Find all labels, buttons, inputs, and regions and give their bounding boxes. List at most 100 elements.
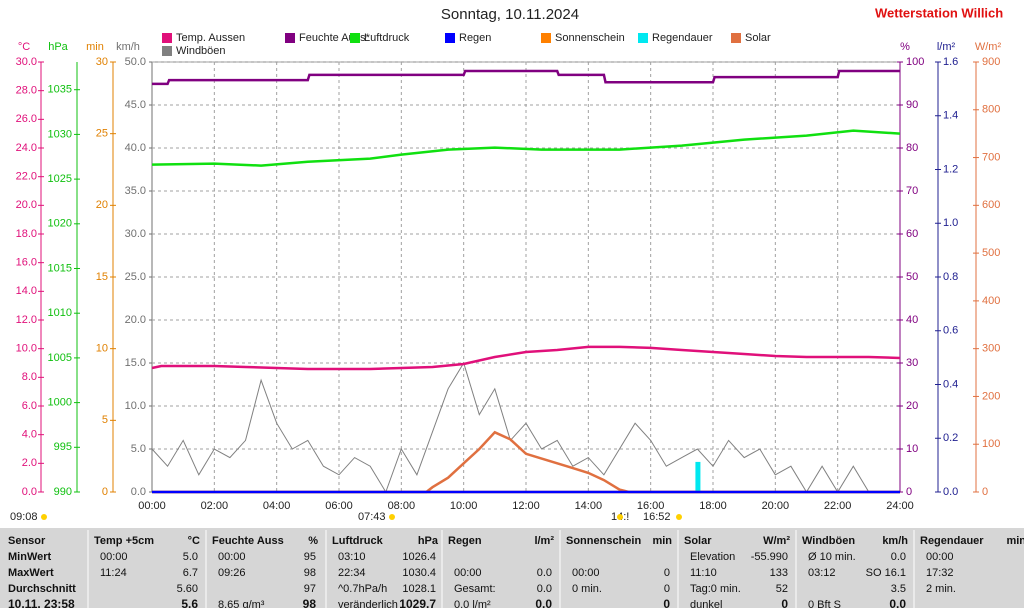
- y-tick-label: 30: [96, 56, 108, 68]
- column-title: Temp +5cm: [94, 535, 154, 547]
- cell-right: 0: [664, 567, 670, 579]
- y-tick-label: 20: [906, 400, 918, 412]
- y-tick-label: 20.0: [16, 199, 37, 211]
- x-tick-label: 08:00: [388, 500, 416, 512]
- column-title: Regendauer: [920, 535, 984, 547]
- x-tick-label: 10:00: [450, 500, 478, 512]
- x-tick-label: 00:00: [138, 500, 166, 512]
- column-unit: min: [652, 535, 672, 547]
- y-tick-label: 60: [906, 228, 918, 240]
- y-tick-label: 300: [982, 343, 1000, 355]
- x-tick-label: 18:00: [699, 500, 727, 512]
- x-tick-label: 04:00: [263, 500, 291, 512]
- y-tick-label: 1.2: [943, 163, 958, 175]
- y-tick-label: 0.0: [22, 486, 37, 498]
- y-tick-label: 100: [982, 438, 1000, 450]
- y-tick-label: 500: [982, 247, 1000, 259]
- legend-label: Windböen: [176, 45, 226, 57]
- series-line: [151, 345, 901, 371]
- y-tick-label: 1.4: [943, 110, 958, 122]
- column-title: Regen: [448, 535, 482, 547]
- y-tick-label: 0.8: [943, 271, 958, 283]
- table-background: [0, 528, 1024, 608]
- station-name: Wetterstation Willich: [875, 5, 1003, 20]
- y-tick-label: 1005: [48, 352, 72, 364]
- axis-unit: km/h: [116, 41, 140, 53]
- y-tick-label: 20: [96, 199, 108, 211]
- y-tick-label: 200: [982, 390, 1000, 402]
- sun-icon: [676, 514, 682, 520]
- y-tick-label: 22.0: [16, 171, 37, 183]
- cell-right: 0: [781, 597, 788, 608]
- column-unit: km/h: [882, 535, 908, 547]
- cell-left: 03:10: [338, 551, 366, 563]
- legend-label: Regendauer: [652, 32, 713, 44]
- y-tick-label: 0.6: [943, 325, 958, 337]
- y-tick-label: 800: [982, 104, 1000, 116]
- y-tick-label: 20.0: [125, 314, 146, 326]
- cell-right: 5.60: [177, 583, 198, 595]
- cell-left: ^0.7hPa/h: [338, 583, 387, 595]
- y-tick-label: 45.0: [125, 99, 146, 111]
- chart-title: Sonntag, 10.11.2024: [441, 6, 579, 23]
- axis-unit: l/m²: [937, 41, 956, 53]
- column-title: Luftdruck: [332, 535, 384, 547]
- y-tick-label: 0: [906, 486, 912, 498]
- y-tick-label: 35.0: [125, 185, 146, 197]
- y-tick-label: 14.0: [16, 285, 37, 297]
- legend-swatch: [285, 33, 295, 43]
- column-unit: min: [1006, 535, 1024, 547]
- cell-right: 133: [770, 567, 788, 579]
- y-tick-label: 1015: [48, 262, 72, 274]
- column-title: Solar: [684, 535, 712, 547]
- series-line: [152, 69, 900, 86]
- y-tick-label: 30.0: [16, 56, 37, 68]
- cell-right: SO 16.1: [866, 567, 906, 579]
- cell-left: 00:00: [454, 567, 482, 579]
- axis-unit: W/m²: [975, 41, 1002, 53]
- cell-left: Gesamt:: [454, 583, 496, 595]
- x-tick-label: 14:00: [575, 500, 603, 512]
- legend-swatch: [731, 33, 741, 43]
- y-tick-label: 16.0: [16, 257, 37, 269]
- y-tick-label: 100: [906, 56, 924, 68]
- x-tick-label: 02:00: [201, 500, 229, 512]
- y-tick-label: 0.0: [943, 486, 958, 498]
- y-tick-label: 80: [906, 142, 918, 154]
- y-tick-label: 70: [906, 185, 918, 197]
- table-row-label: Sensor: [8, 535, 46, 547]
- time-marker: 07:43: [358, 511, 386, 523]
- y-tick-label: 15.0: [125, 357, 146, 369]
- column-unit: l/m²: [534, 535, 554, 547]
- sun-icon: [617, 514, 623, 520]
- y-tick-label: 50.0: [125, 56, 146, 68]
- x-tick-label: 22:00: [824, 500, 852, 512]
- y-tick-label: 4.0: [22, 429, 37, 441]
- y-tick-label: 28.0: [16, 85, 37, 97]
- y-tick-label: 995: [54, 441, 72, 453]
- column-unit: W/m²: [763, 535, 790, 547]
- column-title: Sonnenschein: [566, 535, 641, 547]
- cell-right: 98: [304, 567, 316, 579]
- cell-right: 1026.4: [402, 551, 436, 563]
- cell-right: 0.0: [537, 583, 552, 595]
- y-tick-label: 15: [96, 271, 108, 283]
- x-tick-label: 06:00: [325, 500, 353, 512]
- series-line: [152, 430, 900, 494]
- cell-right: -55.990: [751, 551, 788, 563]
- cell-left: Elevation: [690, 551, 735, 563]
- y-tick-label: 10.0: [125, 400, 146, 412]
- cell-left: 0.0 l/m²: [454, 599, 491, 608]
- y-tick-label: 2.0: [22, 457, 37, 469]
- legend-swatch: [162, 46, 172, 56]
- cell-left: 0 Bft S: [808, 599, 841, 608]
- y-tick-label: 50: [906, 271, 918, 283]
- column-title: Feuchte Auss: [212, 535, 284, 547]
- x-tick-label: 12:00: [512, 500, 540, 512]
- cell-left: veränderlich: [338, 599, 398, 608]
- cell-left: 11:24: [100, 567, 127, 579]
- cell-left: dunkel: [690, 599, 722, 608]
- axis-unit: %: [900, 41, 910, 53]
- table-row-label: MaxWert: [8, 567, 54, 579]
- column-title: Windböen: [802, 535, 855, 547]
